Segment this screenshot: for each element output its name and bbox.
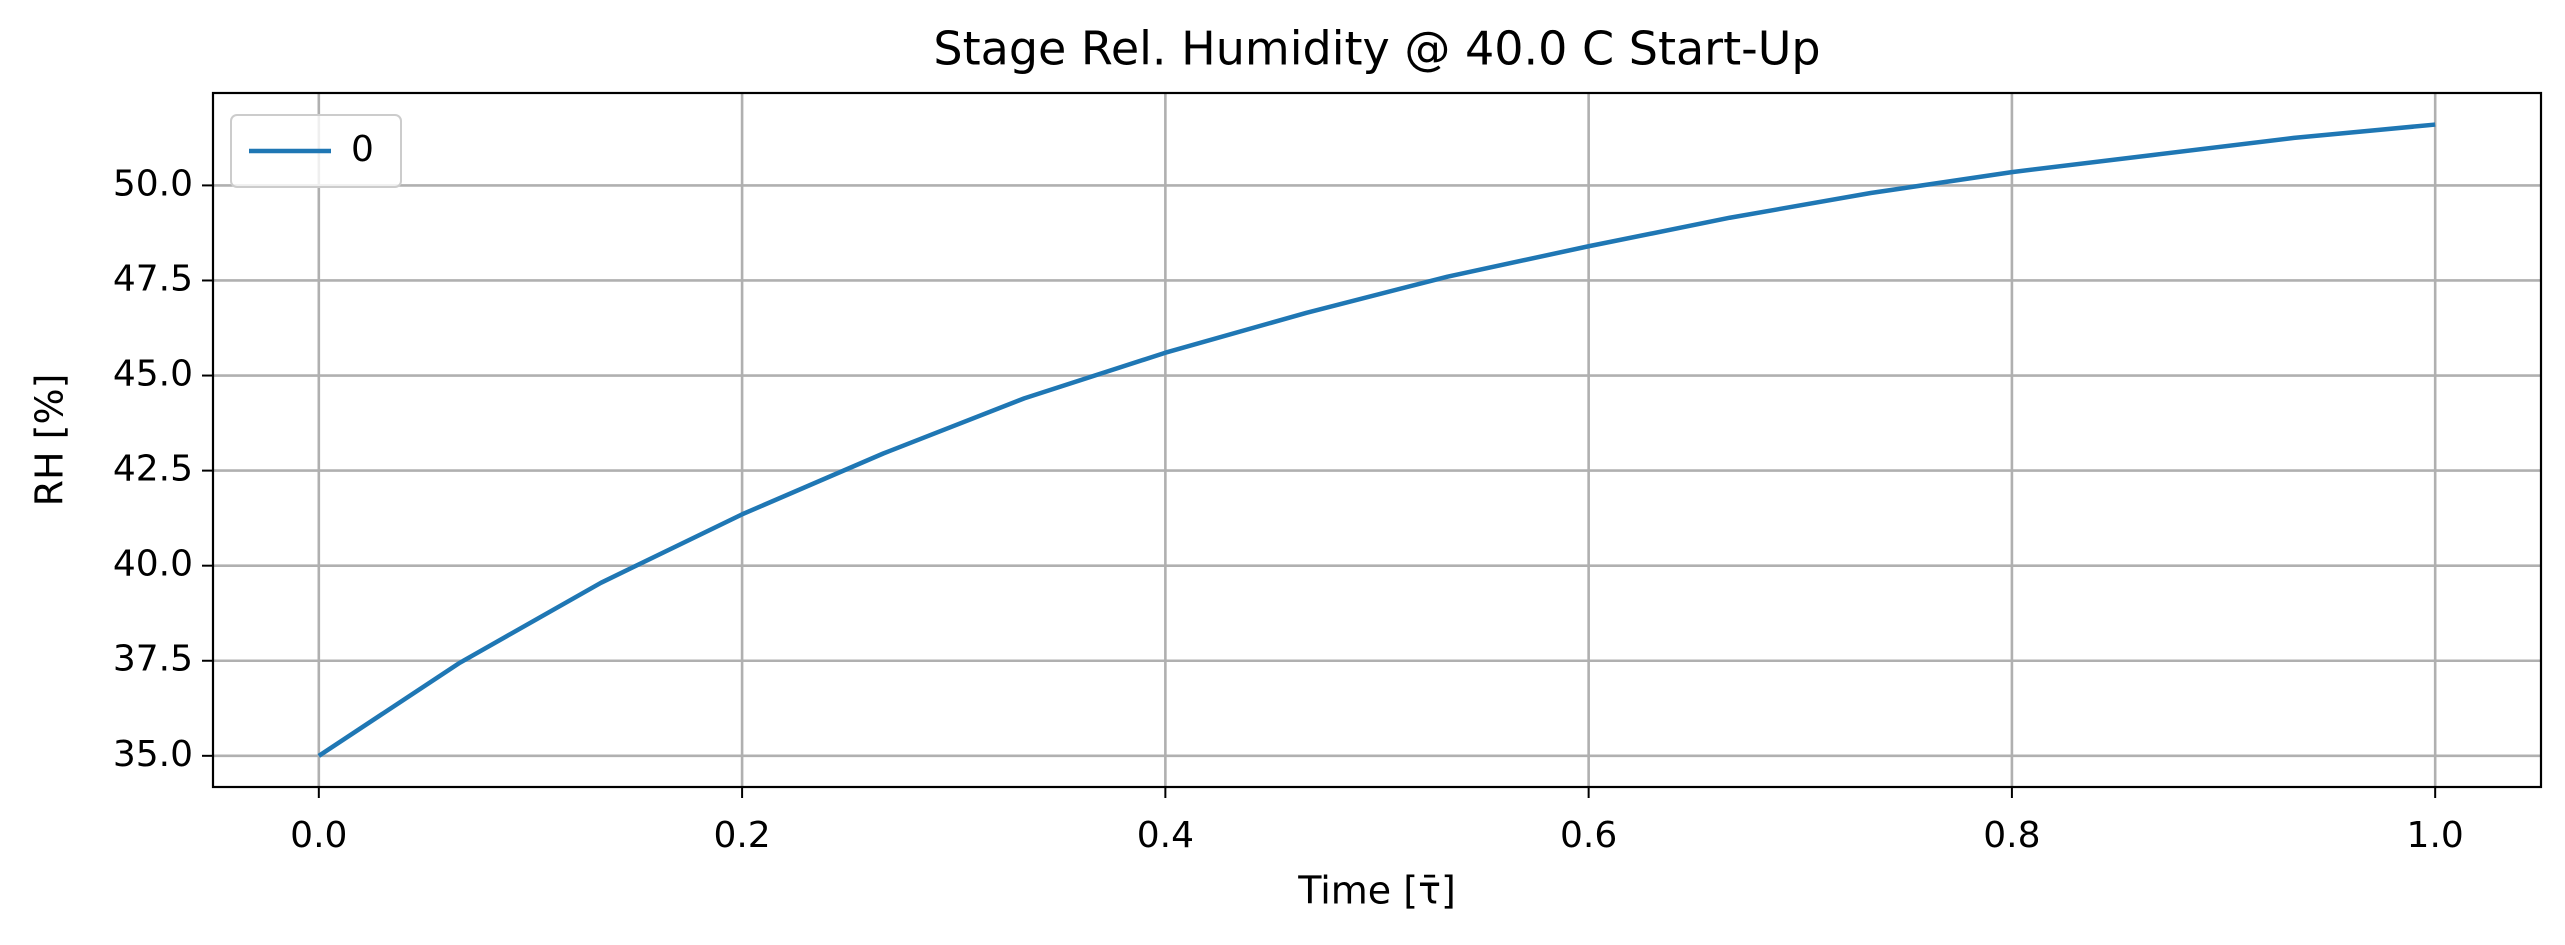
y-tick-label: 45.0 <box>113 354 193 395</box>
y-tick-label: 47.5 <box>113 258 193 299</box>
y-tick-label: 50.0 <box>113 163 193 204</box>
plot-frame <box>211 91 2543 789</box>
y-tick-label: 35.0 <box>113 734 193 775</box>
data-line <box>317 122 2436 758</box>
x-axis-label: Time [τ̄] <box>1297 869 1456 913</box>
x-tick-label: 0.4 <box>1137 815 1194 856</box>
y-tick-label: 40.0 <box>113 544 193 585</box>
x-tick-label: 0.0 <box>290 815 347 856</box>
chart-title: Stage Rel. Humidity @ 40.0 C Start-Up <box>933 22 1820 76</box>
x-tick-label: 0.2 <box>713 815 770 856</box>
legend-label: 0 <box>351 129 374 170</box>
y-tick-label: 42.5 <box>113 449 193 490</box>
y-axis-label: RH [%] <box>28 374 72 507</box>
x-tick-label: 1.0 <box>2407 815 2464 856</box>
x-tick-label: 0.6 <box>1560 815 1617 856</box>
x-tick-label: 0.8 <box>1983 815 2040 856</box>
y-tick-label: 37.5 <box>113 639 193 680</box>
